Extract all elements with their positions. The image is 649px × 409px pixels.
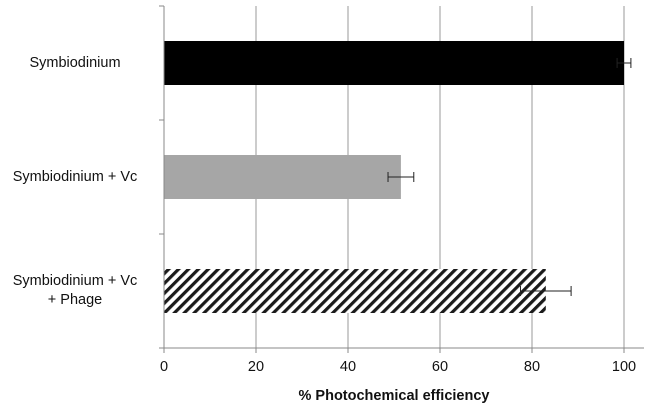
category-label-0: Symbiodinium xyxy=(0,54,150,73)
x-tick-label-100: 100 xyxy=(612,359,636,375)
category-label-line: Symbiodinium xyxy=(29,54,121,71)
category-label-line: Symbiodinium + Vc xyxy=(12,168,138,185)
x-tick-label-60: 60 xyxy=(432,359,448,375)
x-tick-label-0: 0 xyxy=(160,359,168,375)
bar-2 xyxy=(164,269,546,313)
category-label-line: + Phage xyxy=(47,292,103,308)
category-label-1: Symbiodinium + Vc xyxy=(0,168,150,187)
category-label-2: Symbiodinium + Vc + Phage xyxy=(0,272,150,310)
bar-1 xyxy=(164,155,401,199)
x-tick-label-80: 80 xyxy=(524,359,540,375)
x-tick-label-40: 40 xyxy=(340,359,356,375)
x-tick-label-20: 20 xyxy=(248,359,264,375)
x-axis-label: % Photochemical efficiency xyxy=(298,388,490,404)
category-label-line: Symbiodinium + Vc xyxy=(12,273,138,289)
bar-0 xyxy=(164,41,624,85)
